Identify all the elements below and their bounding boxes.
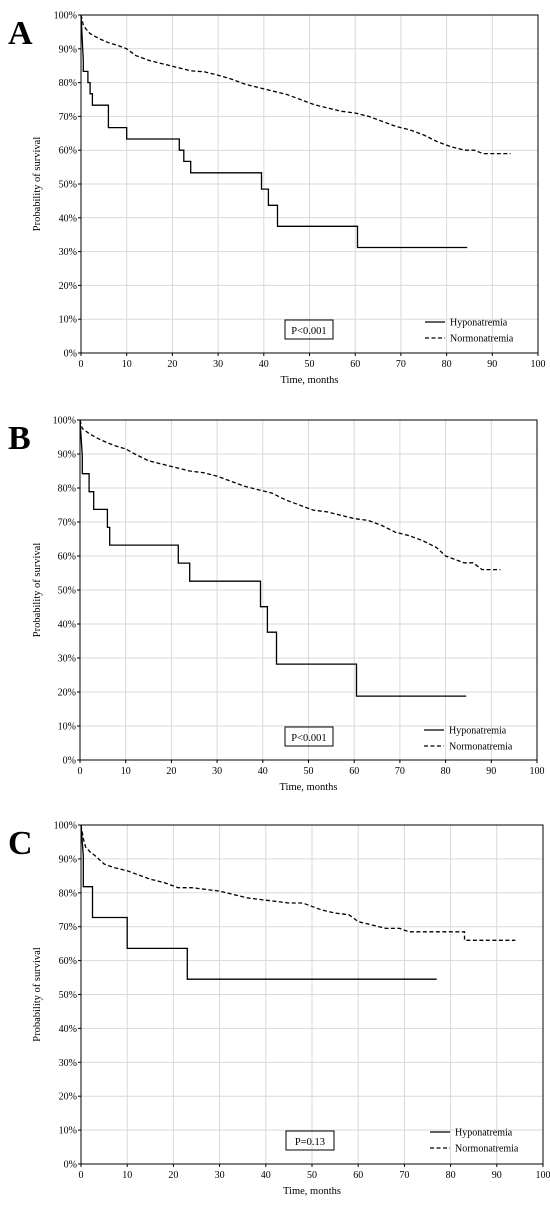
chart-c-x-tick-label: 90 <box>492 1170 502 1181</box>
chart-b-x-tick-label: 100 <box>530 766 545 777</box>
chart-c-x-tick-label: 20 <box>168 1170 178 1181</box>
chart-b-legend-label-hyponatremia: Hyponatremia <box>449 726 507 737</box>
chart-a-y-tick-label: 30% <box>59 247 77 258</box>
chart-b-y-tick-label: 40% <box>58 620 76 631</box>
chart-c-legend-label-normonatremia: Normonatremia <box>455 1144 519 1155</box>
chart-b-x-tick-label: 40 <box>258 766 268 777</box>
chart-a-y-tick-label: 0% <box>64 349 77 360</box>
chart-svg-a: 0 10 20 30 40 50 60 70 80 90 100 0% 10% 20% 30% 40% 50% 6… <box>0 0 550 395</box>
chart-a-x-tick-label: 40 <box>259 359 269 370</box>
chart-b-panel-letter: B <box>8 420 31 457</box>
chart-a-panel-letter: A <box>8 15 33 52</box>
chart-b-y-tick-label: 0% <box>63 756 76 767</box>
chart-svg-b: 0 10 20 30 40 50 60 70 80 90 100 0% 10% 20% 30% 40% 50% 6… <box>0 405 550 805</box>
chart-c-y-tick-label: 20% <box>59 1092 77 1103</box>
chart-b-x-tick-label: 50 <box>304 766 314 777</box>
chart-c-p-value-label: P=0.13 <box>295 1137 325 1148</box>
chart-a-legend-label-hyponatremia: Hyponatremia <box>450 318 508 329</box>
chart-a-x-tick-label: 100 <box>531 359 546 370</box>
chart-b-x-tick-label: 80 <box>441 766 451 777</box>
chart-a-y-tick-label: 20% <box>59 281 77 292</box>
chart-b-x-axis-label: Time, months <box>280 782 338 793</box>
chart-c-y-tick-label: 50% <box>59 990 77 1001</box>
chart-b-p-value-label: P<0.001 <box>291 733 326 744</box>
chart-a-x-tick-label: 50 <box>305 359 315 370</box>
chart-a-y-tick-label: 100% <box>54 11 77 22</box>
chart-a-x-tick-label: 20 <box>167 359 177 370</box>
chart-b-y-axis-label: Probability of survival <box>32 543 43 638</box>
chart-a-x-tick-label: 60 <box>350 359 360 370</box>
chart-b-legend-label-normonatremia: Normonatremia <box>449 742 513 753</box>
chart-b-y-tick-label: 50% <box>58 586 76 597</box>
chart-b-y-tick-label: 70% <box>58 518 76 529</box>
chart-a-y-axis-label: Probability of survival <box>32 137 43 232</box>
chart-c-panel-letter: C <box>8 825 33 862</box>
chart-b-y-tick-label: 100% <box>53 416 76 427</box>
chart-b-y-tick-label: 30% <box>58 654 76 665</box>
chart-c-y-axis-label: Probability of survival <box>32 947 43 1042</box>
chart-b-x-tick-label: 20 <box>166 766 176 777</box>
survival-chart-panel-a: 0 10 20 30 40 50 60 70 80 90 100 0% 10% 20% 30% 40% 50% 6… <box>0 0 550 395</box>
chart-b-series-hyponatremia-line <box>80 420 466 696</box>
chart-a-series-hyponatremia-line <box>81 15 467 248</box>
chart-svg-c: 0 10 20 30 40 50 60 70 80 90 100 0% 10% 20% 30% 40% 50% 6… <box>0 810 550 1209</box>
chart-c-x-tick-label: 100 <box>536 1170 550 1181</box>
chart-a-x-tick-label: 70 <box>396 359 406 370</box>
chart-b-x-tick-label: 90 <box>486 766 496 777</box>
chart-b-y-tick-label: 90% <box>58 450 76 461</box>
chart-c-series-hyponatremia-line <box>81 825 437 979</box>
survival-chart-panel-b: 0 10 20 30 40 50 60 70 80 90 100 0% 10% 20% 30% 40% 50% 6… <box>0 405 550 805</box>
chart-c-legend-label-hyponatremia: Hyponatremia <box>455 1128 513 1139</box>
chart-a-y-tick-label: 50% <box>59 180 77 191</box>
chart-c-x-tick-label: 30 <box>215 1170 225 1181</box>
chart-b-x-tick-label: 60 <box>349 766 359 777</box>
chart-c-y-tick-label: 60% <box>59 956 77 967</box>
chart-a-x-tick-label: 30 <box>213 359 223 370</box>
chart-a-legend-label-normonatremia: Normonatremia <box>450 334 514 345</box>
chart-a-y-tick-label: 80% <box>59 78 77 89</box>
chart-a-y-tick-label: 40% <box>59 213 77 224</box>
chart-b-y-tick-label: 60% <box>58 552 76 563</box>
chart-c-x-tick-label: 60 <box>353 1170 363 1181</box>
chart-b-gridlines <box>80 420 537 760</box>
chart-a-x-tick-label: 80 <box>442 359 452 370</box>
chart-b-y-tick-label: 20% <box>58 688 76 699</box>
chart-a-y-tick-label: 10% <box>59 315 77 326</box>
chart-c-y-tick-label: 70% <box>59 922 77 933</box>
chart-c-x-tick-label: 0 <box>79 1170 84 1181</box>
chart-c-x-tick-label: 70 <box>399 1170 409 1181</box>
chart-c-y-tick-label: 100% <box>54 821 77 832</box>
chart-c-x-tick-label: 80 <box>446 1170 456 1181</box>
chart-a-y-tick-label: 70% <box>59 112 77 123</box>
chart-a-y-tick-label: 90% <box>59 44 77 55</box>
chart-b-x-tick-label: 0 <box>78 766 83 777</box>
chart-c-y-tick-label: 90% <box>59 854 77 865</box>
chart-a-p-value-label: P<0.001 <box>291 326 326 337</box>
chart-c-x-tick-label: 50 <box>307 1170 317 1181</box>
chart-a-gridlines <box>81 15 538 353</box>
chart-c-y-tick-label: 40% <box>59 1024 77 1035</box>
chart-a-x-tick-label: 10 <box>122 359 132 370</box>
chart-c-y-tick-label: 0% <box>64 1160 77 1171</box>
chart-b-series-normonatremia-line <box>80 420 500 570</box>
chart-a-x-tick-label: 0 <box>79 359 84 370</box>
chart-b-y-tick-label: 80% <box>58 484 76 495</box>
chart-c-y-tick-label: 10% <box>59 1126 77 1137</box>
chart-b-y-tick-label: 10% <box>58 722 76 733</box>
chart-a-y-tick-label: 60% <box>59 146 77 157</box>
chart-a-x-tick-label: 90 <box>487 359 497 370</box>
chart-a-x-axis-label: Time, months <box>281 375 339 386</box>
survival-chart-panel-c: 0 10 20 30 40 50 60 70 80 90 100 0% 10% 20% 30% 40% 50% 6… <box>0 810 550 1209</box>
chart-b-x-tick-label: 10 <box>121 766 131 777</box>
chart-c-x-tick-label: 10 <box>122 1170 132 1181</box>
chart-c-y-tick-label: 30% <box>59 1058 77 1069</box>
chart-c-y-tick-label: 80% <box>59 888 77 899</box>
chart-c-x-axis-label: Time, months <box>283 1186 341 1197</box>
chart-c-x-tick-label: 40 <box>261 1170 271 1181</box>
chart-b-x-tick-label: 70 <box>395 766 405 777</box>
chart-c-gridlines <box>81 825 543 1164</box>
chart-b-x-tick-label: 30 <box>212 766 222 777</box>
